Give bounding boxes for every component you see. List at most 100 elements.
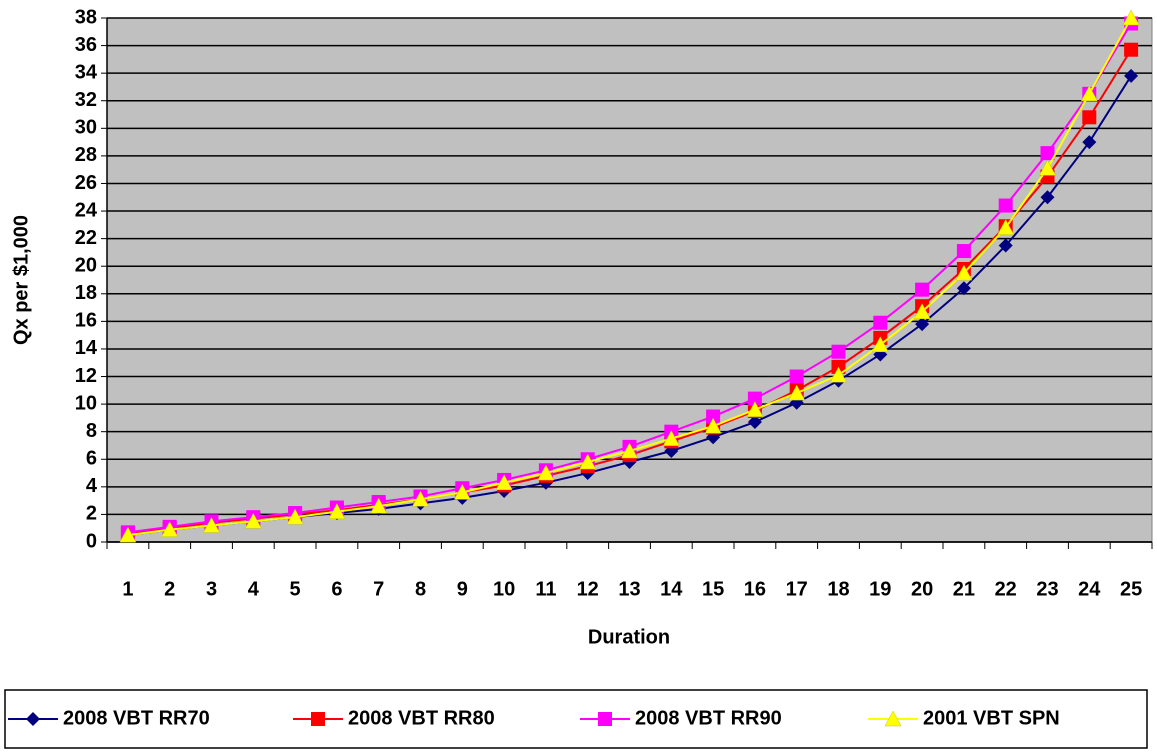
marker <box>1122 9 1140 26</box>
marker <box>328 503 346 519</box>
marker <box>1040 146 1055 161</box>
x-tick-label: 16 <box>744 578 766 600</box>
marker <box>1124 42 1139 57</box>
marker <box>997 219 1015 235</box>
marker <box>873 315 888 330</box>
x-tick-label: 20 <box>911 578 933 600</box>
x-tick-label: 3 <box>206 578 217 600</box>
y-tick-label: 36 <box>75 34 97 56</box>
marker <box>26 712 40 726</box>
legend-label: 2008 VBT RR80 <box>348 707 495 729</box>
marker <box>119 526 137 543</box>
marker <box>495 474 513 490</box>
y-tick-label: 26 <box>75 172 97 194</box>
marker <box>412 490 429 507</box>
marker <box>1082 110 1097 125</box>
x-tick-label: 12 <box>577 578 599 600</box>
marker <box>998 198 1013 213</box>
legend-label: 2008 VBT RR70 <box>63 707 210 729</box>
marker <box>747 415 762 430</box>
x-tick-label: 22 <box>995 578 1017 600</box>
marker <box>1124 68 1139 83</box>
legend-label: 2001 VBT SPN <box>923 707 1060 729</box>
x-tick-label: 11 <box>535 578 556 600</box>
y-tick-label: 0 <box>86 530 97 552</box>
marker <box>537 464 555 481</box>
x-tick-label: 21 <box>953 578 975 600</box>
marker <box>915 317 930 332</box>
x-tick-label: 17 <box>786 578 808 600</box>
marker <box>311 712 325 726</box>
y-tick-label: 18 <box>75 282 97 304</box>
marker <box>915 282 930 297</box>
series <box>119 9 1140 543</box>
marker <box>1040 190 1055 205</box>
x-tick-label: 25 <box>1120 578 1142 600</box>
y-tick-label: 16 <box>75 310 97 332</box>
x-axis-label: Duration <box>588 626 670 648</box>
x-tick-label: 18 <box>827 578 849 600</box>
x-tick-label: 19 <box>869 578 891 600</box>
marker <box>788 384 806 401</box>
marker <box>161 521 179 537</box>
marker <box>1039 159 1056 176</box>
y-tick-label: 22 <box>75 227 97 249</box>
marker <box>1082 135 1097 150</box>
x-tick-label: 15 <box>702 578 724 600</box>
y-axis-label: Qx per $1,000 <box>10 215 32 345</box>
marker <box>598 712 612 726</box>
y-tick-label: 30 <box>75 117 97 139</box>
x-tick-label: 14 <box>660 578 683 600</box>
marker <box>704 417 722 434</box>
marker <box>831 344 846 359</box>
marker <box>579 453 597 470</box>
x-tick-label: 9 <box>457 578 468 600</box>
marker <box>662 430 680 446</box>
marker <box>871 336 889 353</box>
y-tick-label: 14 <box>75 337 98 359</box>
marker <box>203 516 220 533</box>
y-tick-label: 34 <box>75 61 98 83</box>
y-tick-label: 12 <box>75 365 97 387</box>
marker <box>955 264 973 281</box>
x-tick-label: 8 <box>415 578 426 600</box>
legend: 2008 VBT RR70 2008 VBT RR80 2008 VBT RR90 2… <box>4 689 1148 749</box>
y-tick-label: 2 <box>86 503 97 525</box>
legend-label: 2008 VBT RR90 <box>635 707 782 729</box>
marker <box>789 369 804 384</box>
x-tick-label: 23 <box>1036 578 1058 600</box>
marker <box>244 512 262 529</box>
marker <box>913 303 931 319</box>
y-tick-label: 24 <box>75 199 98 221</box>
y-tick-label: 20 <box>75 254 97 276</box>
marker <box>884 710 902 727</box>
x-tick-label: 4 <box>248 578 260 600</box>
x-tick-label: 1 <box>122 578 133 600</box>
marker <box>998 238 1013 253</box>
marker <box>747 391 762 406</box>
marker <box>830 366 847 383</box>
y-tick-label: 38 <box>75 6 97 28</box>
x-tick-label: 10 <box>493 578 515 600</box>
x-tick-label: 5 <box>290 578 301 600</box>
y-tick-label: 6 <box>86 448 97 470</box>
x-tick-label: 7 <box>373 578 384 600</box>
marker <box>956 244 971 259</box>
marker <box>1080 85 1098 102</box>
y-tick-label: 28 <box>75 144 97 166</box>
x-tick-label: 13 <box>618 578 640 600</box>
y-tick-label: 32 <box>75 89 97 111</box>
x-tick-label: 24 <box>1078 578 1101 600</box>
marker <box>621 442 638 459</box>
y-tick-label: 4 <box>86 475 98 497</box>
marker <box>453 483 471 500</box>
marker <box>956 281 971 296</box>
legend-box <box>4 689 1148 749</box>
marker <box>286 508 304 525</box>
y-tick-label: 8 <box>86 420 97 442</box>
x-tick-label: 2 <box>164 578 175 600</box>
marker <box>706 409 721 424</box>
y-tick-label: 10 <box>75 392 97 414</box>
marker <box>746 401 764 417</box>
